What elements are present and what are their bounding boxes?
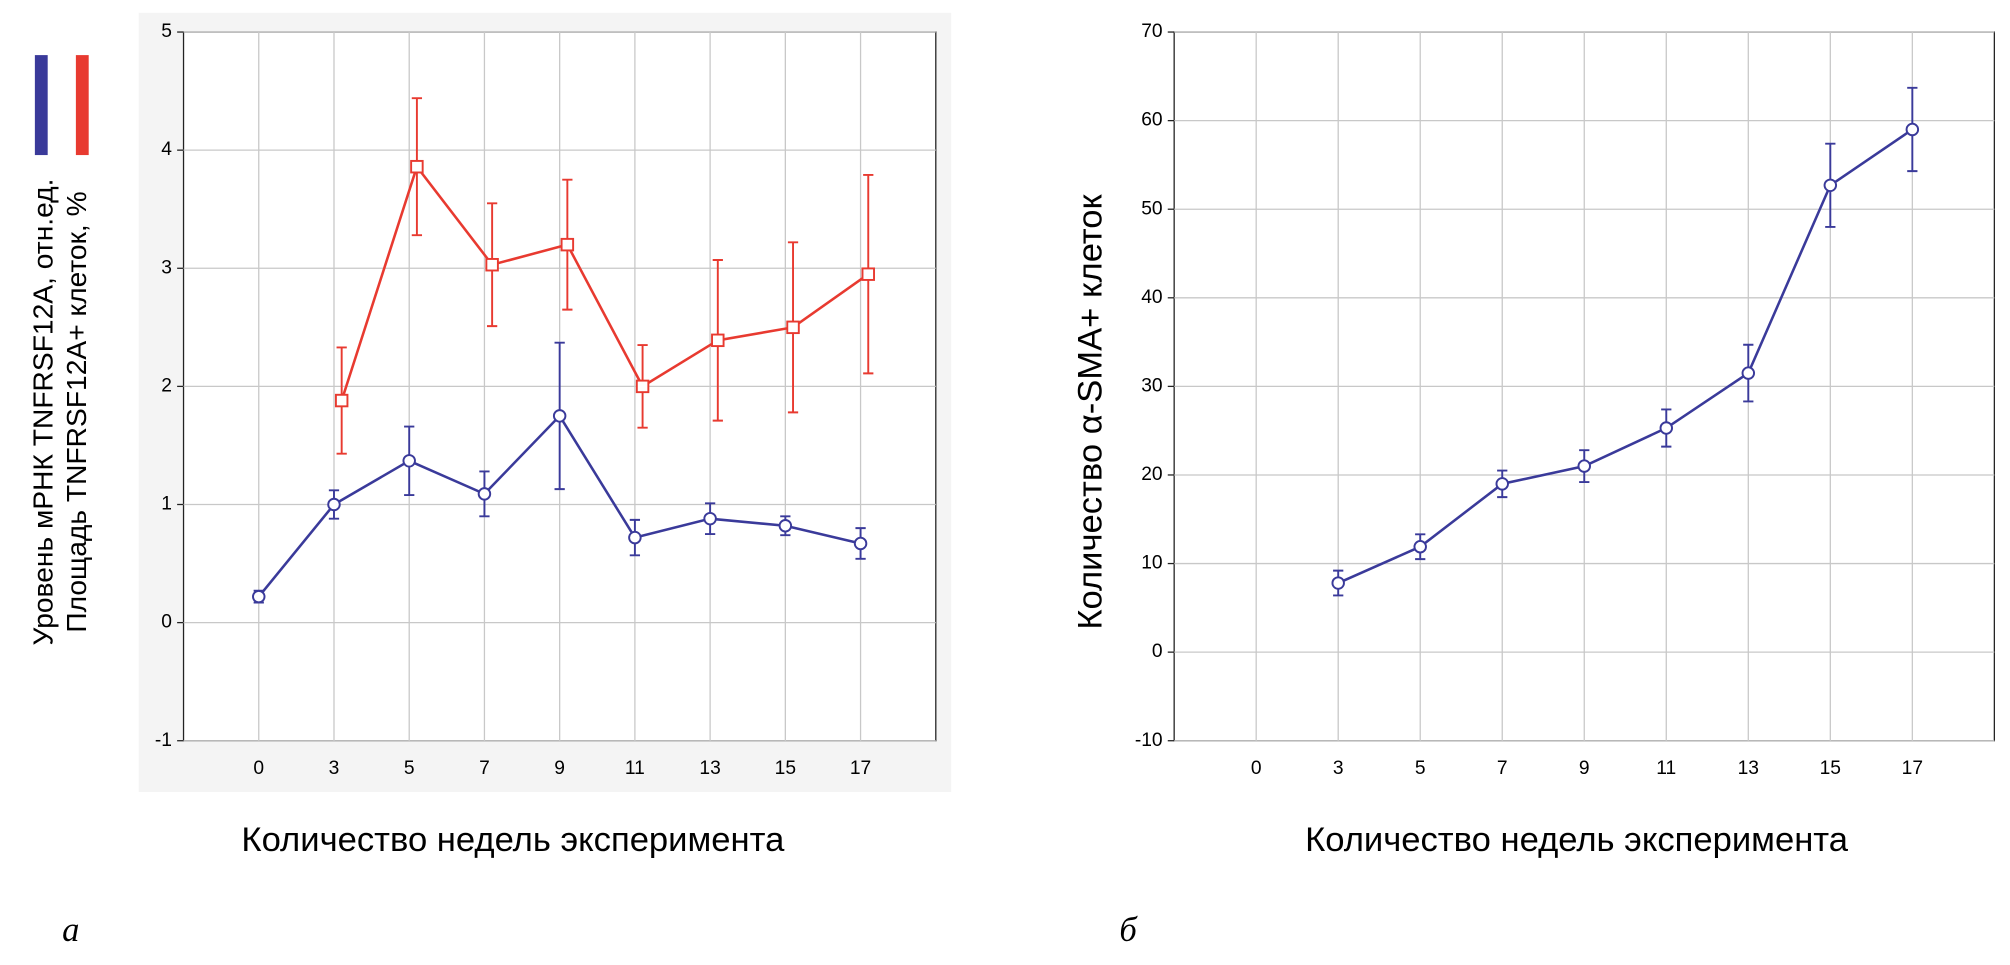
x-tick-label: 9 xyxy=(554,758,565,779)
series-line xyxy=(1337,128,1914,585)
y-tick-label: 0 xyxy=(161,612,172,633)
y-tick-label: 70 xyxy=(1141,21,1162,42)
marker xyxy=(861,267,875,281)
legend-swatch xyxy=(75,55,89,156)
y-tick-label: -1 xyxy=(155,730,172,751)
marker xyxy=(1741,366,1756,380)
legend-swatch xyxy=(34,55,48,156)
marker xyxy=(327,497,341,512)
y-tick-label: 10 xyxy=(1141,553,1162,574)
x-tick-label: 3 xyxy=(329,758,340,779)
marker xyxy=(628,530,642,545)
x-tick-label: 0 xyxy=(253,758,264,779)
y-tick-label: -10 xyxy=(1135,730,1163,751)
x-tick-label: 5 xyxy=(404,758,415,779)
x-tick-label: 7 xyxy=(1497,758,1508,779)
marker xyxy=(1905,122,1920,137)
y-axis-label: Площадь TNFRSF12A+ клеток, % xyxy=(60,191,92,632)
x-tick-label: 15 xyxy=(1820,758,1841,779)
marker xyxy=(252,589,266,604)
y-tick-label: 50 xyxy=(1141,198,1162,219)
x-tick-label: 13 xyxy=(699,758,720,779)
y-tick-label: 5 xyxy=(161,21,172,42)
marker xyxy=(1331,576,1345,590)
marker xyxy=(334,393,349,408)
x-axis-label: Количество недель эксперимента xyxy=(241,821,785,859)
x-tick-label: 17 xyxy=(1902,758,1923,779)
x-tick-label: 0 xyxy=(1251,758,1262,779)
marker xyxy=(703,511,717,526)
y-tick-label: 60 xyxy=(1141,110,1162,131)
marker xyxy=(410,159,424,174)
y-tick-label: 4 xyxy=(161,139,172,160)
marker xyxy=(1413,539,1427,554)
x-tick-label: 11 xyxy=(625,758,645,779)
y-tick-label: 3 xyxy=(161,257,172,278)
x-tick-label: 5 xyxy=(1415,758,1426,779)
marker xyxy=(1823,178,1838,193)
y-tick-label: 2 xyxy=(161,375,172,396)
y-tick-label: 1 xyxy=(161,494,172,515)
marker xyxy=(778,519,793,533)
x-tick-label: 3 xyxy=(1333,758,1344,779)
y-axis-label: Уровень мРНК TNFRSF12A, отн.ед. xyxy=(27,179,59,646)
series-line xyxy=(340,163,869,401)
marker xyxy=(635,379,650,394)
marker xyxy=(485,257,499,272)
y-tick-label: 40 xyxy=(1141,287,1162,308)
marker xyxy=(1659,421,1674,435)
marker xyxy=(560,237,575,252)
y-axis-label: Количество α-SMA+ клеток xyxy=(1071,193,1109,629)
x-tick-label: 11 xyxy=(1656,758,1676,779)
marker xyxy=(402,454,416,468)
x-tick-label: 13 xyxy=(1738,758,1759,779)
marker xyxy=(711,333,725,348)
marker xyxy=(552,409,567,423)
marker xyxy=(853,536,868,551)
marker xyxy=(477,487,492,501)
x-axis-label: Количество недель эксперимента xyxy=(1305,821,1849,859)
x-tick-label: 15 xyxy=(775,758,796,779)
marker xyxy=(786,320,800,335)
panel-label: б xyxy=(1119,911,1138,949)
y-tick-label: 0 xyxy=(1152,641,1163,662)
x-tick-label: 17 xyxy=(850,758,871,779)
panel-label: а xyxy=(62,911,79,949)
y-tick-label: 20 xyxy=(1141,464,1162,485)
y-tick-label: 30 xyxy=(1141,375,1162,396)
marker xyxy=(1577,459,1591,473)
marker xyxy=(1495,477,1509,491)
x-tick-label: 9 xyxy=(1579,758,1590,779)
x-tick-label: 7 xyxy=(479,758,490,779)
